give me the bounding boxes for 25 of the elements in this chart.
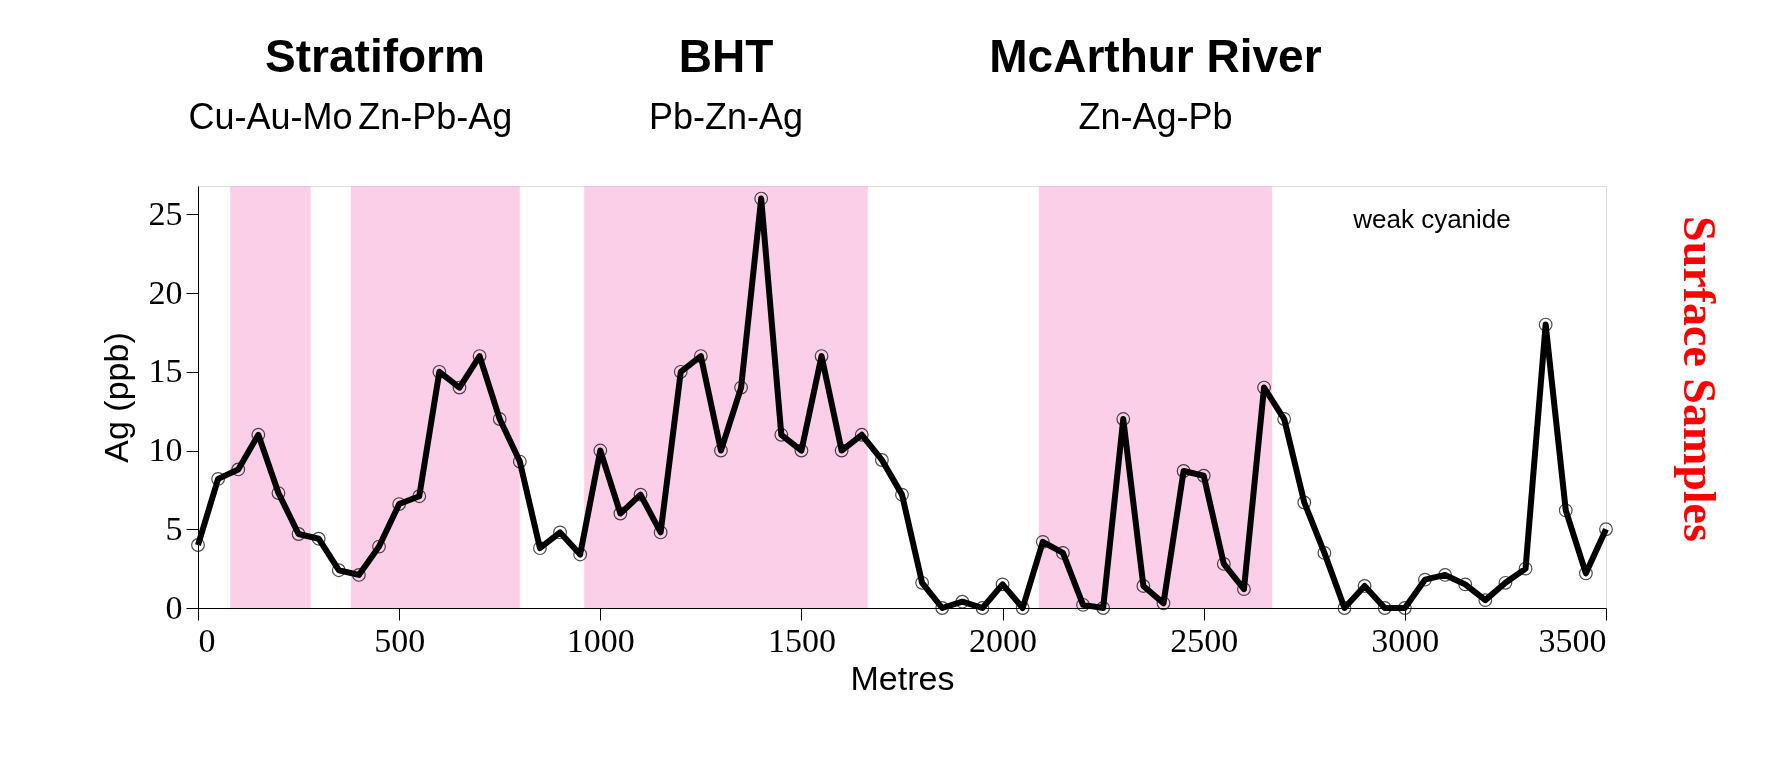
x-axis-title: Metres <box>850 658 955 697</box>
y-tick-label: 10 <box>148 431 183 469</box>
x-tick-label: 3000 <box>1371 621 1440 659</box>
band-label: Zn-Pb-Ag <box>358 96 513 137</box>
text: Surface Samples <box>1674 216 1725 542</box>
y-tick-label: 15 <box>148 352 183 390</box>
band-label: Pb-Zn-Ag <box>648 96 804 137</box>
x-tick-label: 2500 <box>1170 621 1239 659</box>
y-tick-label: 25 <box>148 194 183 232</box>
x-tick-label: 1000 <box>566 621 635 659</box>
annotation: weak cyanide <box>1352 204 1511 234</box>
text: McArthur River <box>989 30 1322 82</box>
y-tick-label: 20 <box>148 273 183 311</box>
x-tick-label: 500 <box>374 621 426 659</box>
band-label: Cu-Au-Mo <box>188 96 353 137</box>
y-axis-title: Ag (ppb) <box>96 332 135 463</box>
x-tick-label: 1500 <box>767 621 836 659</box>
y-tick-label: 5 <box>165 509 183 547</box>
y-tick-label: 0 <box>165 588 183 626</box>
text: Stratiform <box>265 30 485 82</box>
x-tick-label: 0 <box>198 621 216 659</box>
x-tick-label: 2000 <box>969 621 1038 659</box>
x-tick-label: 3500 <box>1538 621 1607 659</box>
text: BHT <box>678 30 774 82</box>
band-label: Zn-Ag-Pb <box>1078 96 1233 137</box>
